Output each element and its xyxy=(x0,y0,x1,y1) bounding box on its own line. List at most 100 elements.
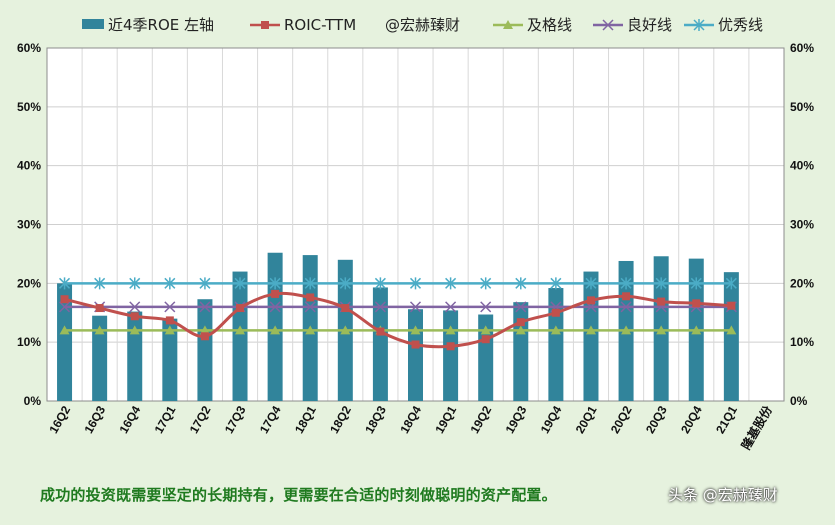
triangle-marker xyxy=(585,325,596,335)
star-marker xyxy=(690,277,702,290)
square-marker xyxy=(271,289,280,298)
star-marker xyxy=(339,277,351,290)
square-marker xyxy=(130,312,139,321)
legend: 近4季ROE 左轴 ROIC-TTM @宏赫臻财 及格线 良好线 优秀线 xyxy=(82,16,763,34)
triangle-marker xyxy=(235,325,246,335)
category-label: 18Q2 xyxy=(327,403,354,436)
roe-bar xyxy=(232,271,248,401)
triangle-marker xyxy=(94,325,105,335)
star-marker xyxy=(269,277,281,290)
left-tick-label: 10% xyxy=(17,335,41,349)
left-tick-label: 30% xyxy=(17,218,41,232)
star-marker xyxy=(94,277,106,290)
triangle-marker xyxy=(59,325,70,335)
x-marker xyxy=(445,301,457,313)
x-marker xyxy=(199,301,211,313)
x-marker xyxy=(129,301,141,313)
roe-bar xyxy=(583,271,599,401)
left-tick-label: 40% xyxy=(17,159,41,173)
star-marker xyxy=(725,277,737,290)
category-label: 18Q1 xyxy=(292,403,319,436)
category-label: 20Q3 xyxy=(643,403,670,436)
square-marker xyxy=(306,293,315,302)
star-marker xyxy=(550,277,562,290)
star-marker xyxy=(693,19,705,31)
star-marker xyxy=(199,277,211,290)
legend-label: 近4季ROE 左轴 xyxy=(108,16,214,34)
roe-bar xyxy=(723,272,739,401)
category-label: 隆基股份 xyxy=(738,402,775,452)
square-marker xyxy=(586,296,595,305)
triangle-marker xyxy=(199,325,210,335)
x-marker xyxy=(269,301,281,313)
series-lines xyxy=(59,277,737,351)
star-marker xyxy=(59,277,71,290)
star-marker xyxy=(620,277,632,290)
triangle-marker xyxy=(129,325,140,335)
square-marker xyxy=(516,318,525,327)
square-marker xyxy=(376,327,385,336)
right-tick-label: 10% xyxy=(790,335,814,349)
category-label: 18Q3 xyxy=(362,403,389,436)
category-label: 17Q2 xyxy=(187,403,214,436)
star-marker xyxy=(164,277,176,290)
x-marker xyxy=(304,301,316,313)
square-marker xyxy=(165,316,174,325)
right-axis-ticks: 0% 10% 20% 30% 40% 50% 60% xyxy=(790,41,814,408)
right-tick-label: 60% xyxy=(790,41,814,55)
triangle-marker xyxy=(445,325,456,335)
square-marker xyxy=(236,304,245,313)
footer-caption: 成功的投资既需要坚定的长期持有，更需要在合适的时刻做聪明的资产配置。 xyxy=(40,486,557,504)
category-label: 17Q1 xyxy=(152,403,179,436)
roe-bar xyxy=(92,315,108,401)
x-marker xyxy=(480,301,492,313)
legend-label: 及格线 xyxy=(527,16,572,34)
triangle-marker xyxy=(305,325,316,335)
right-tick-label: 0% xyxy=(790,394,808,408)
star-marker xyxy=(234,277,246,290)
triangle-marker xyxy=(340,325,351,335)
x-marker xyxy=(164,301,176,313)
star-marker xyxy=(445,277,457,290)
triangle-marker xyxy=(656,325,667,335)
square-marker xyxy=(341,304,350,313)
triangle-marker xyxy=(164,325,175,335)
triangle-marker xyxy=(410,325,421,335)
triangle-marker xyxy=(480,325,491,335)
category-label: 17Q4 xyxy=(257,403,284,436)
category-label: 19Q1 xyxy=(432,403,459,436)
square-marker xyxy=(446,342,455,351)
roe-bar xyxy=(162,318,178,401)
triangle-marker xyxy=(691,325,702,335)
left-tick-label: 0% xyxy=(24,394,42,408)
square-marker xyxy=(481,335,490,344)
square-marker xyxy=(622,292,631,301)
category-label: 17Q3 xyxy=(222,403,249,436)
legend-label: ROIC-TTM xyxy=(284,16,356,34)
roe-bar xyxy=(513,302,529,401)
x-marker xyxy=(409,301,422,313)
watermark: 头条 @宏赫臻财 xyxy=(668,486,778,504)
star-marker xyxy=(515,277,527,290)
roe-bar xyxy=(443,310,459,401)
category-label: 16Q2 xyxy=(46,403,73,436)
category-labels: 16Q2 16Q3 16Q4 17Q1 17Q2 17Q3 17Q4 18Q1 18Q2 18Q3… xyxy=(46,402,775,452)
right-tick-label: 40% xyxy=(790,159,814,173)
category-label: 19Q2 xyxy=(467,403,494,436)
left-tick-label: 20% xyxy=(17,276,41,290)
x-marker xyxy=(374,301,386,313)
category-label: 21Q1 xyxy=(713,403,740,436)
star-marker xyxy=(585,277,597,290)
triangle-marker xyxy=(726,325,737,335)
square-marker xyxy=(261,21,269,29)
roe-bar xyxy=(127,311,143,401)
legend-label: 优秀线 xyxy=(718,16,763,34)
category-label: 16Q3 xyxy=(81,403,108,436)
star-marker xyxy=(655,277,667,290)
left-tick-label: 60% xyxy=(17,41,41,55)
roe-bar xyxy=(57,283,73,401)
left-axis-ticks: 0% 10% 20% 30% 40% 50% 60% xyxy=(17,41,41,408)
roe-bar xyxy=(548,288,564,401)
